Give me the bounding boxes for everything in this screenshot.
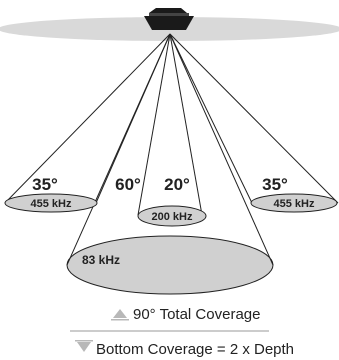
beam-angle-label-20: 20° [164, 175, 190, 194]
bottom-coverage-label: Bottom Coverage = 2 x Depth [96, 341, 294, 358]
boat-icon [144, 8, 194, 30]
beam-lines [4, 33, 339, 266]
beam-angle-label-right: 35° [262, 175, 288, 194]
beam-angle-label-left: 35° [32, 175, 58, 194]
coverage-ellipse-455khz-right [250, 193, 338, 213]
beam-angle-label-60: 60° [115, 175, 141, 194]
frequency-label-left: 455 kHz [31, 198, 72, 210]
frequency-label-83: 83 kHz [82, 253, 120, 267]
coverage-ellipse-200khz [137, 205, 207, 227]
total-coverage-label: 90° Total Coverage [133, 306, 260, 323]
coverage-ellipse-455khz-left [4, 193, 98, 213]
frequency-label-right: 455 kHz [274, 198, 315, 210]
frequency-label-200: 200 kHz [152, 211, 193, 223]
bottom-coverage-icon [75, 340, 93, 352]
total-coverage-icon [111, 309, 129, 321]
